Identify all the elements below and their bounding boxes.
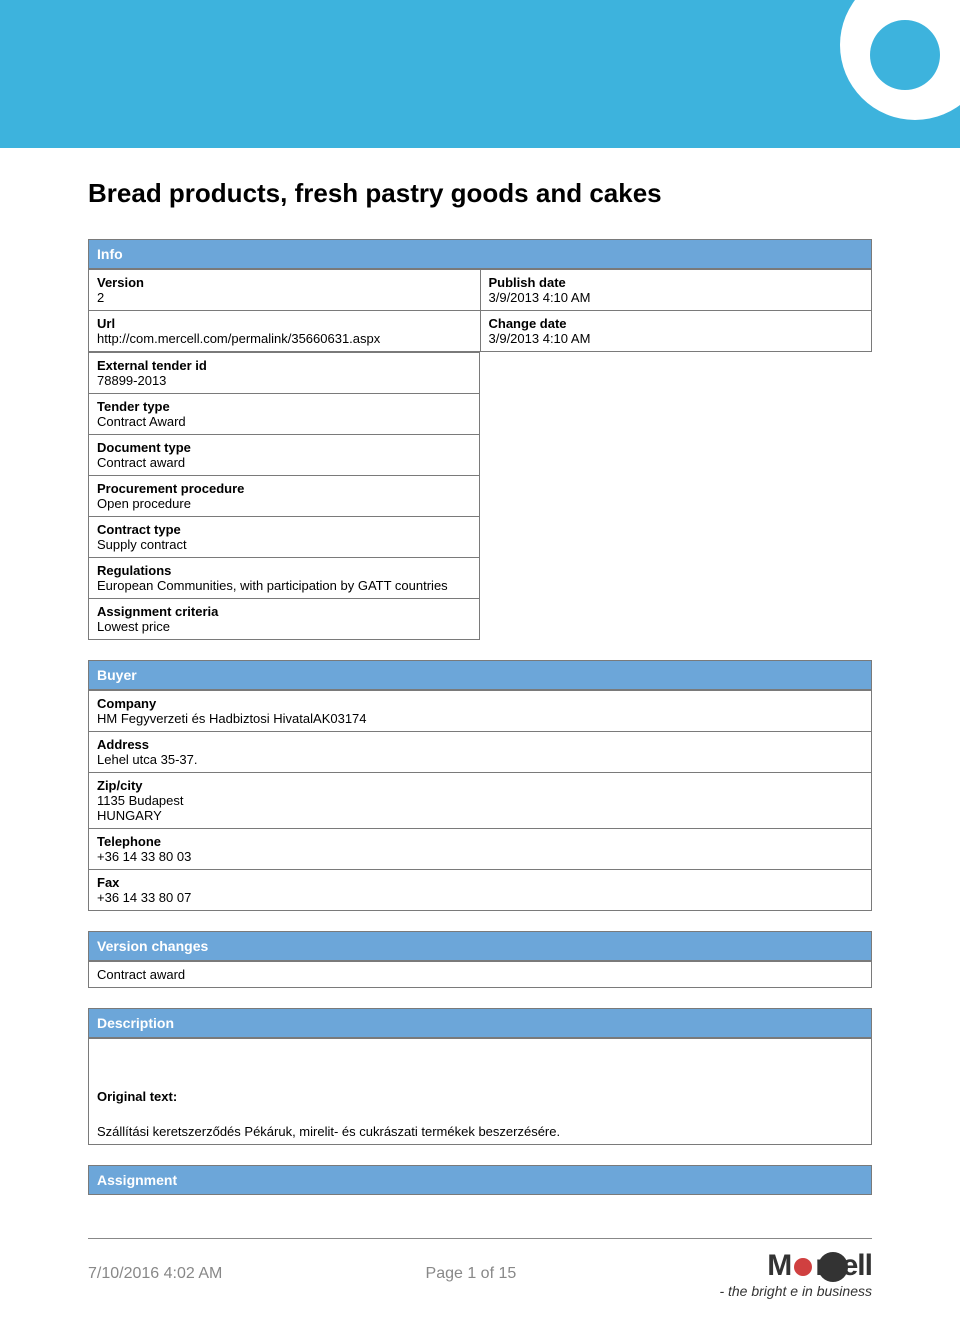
assignment-header: Assignment — [88, 1165, 872, 1195]
zipcity-value1: 1135 Budapest — [97, 793, 863, 808]
footer-timestamp: 7/10/2016 4:02 AM — [88, 1265, 222, 1283]
description-section: Description Original text: Szállítási ke… — [88, 1008, 872, 1145]
external-tender-id-value: 78899-2013 — [97, 373, 471, 388]
original-text-label: Original text: — [97, 1089, 863, 1104]
procurement-procedure-label: Procurement procedure — [97, 481, 471, 496]
document-type-label: Document type — [97, 440, 471, 455]
publish-date-label: Publish date — [489, 275, 864, 290]
publish-date-value: 3/9/2013 4:10 AM — [489, 290, 864, 305]
version-changes-header: Version changes — [88, 931, 872, 961]
address-label: Address — [97, 737, 863, 752]
version-label: Version — [97, 275, 472, 290]
version-value: 2 — [97, 290, 472, 305]
address-value: Lehel utca 35-37. — [97, 752, 863, 767]
version-changes-value: Contract award — [89, 962, 872, 988]
footer-logo-area: Mrcell - the bright e in business — [719, 1249, 872, 1299]
info-header: Info — [88, 239, 872, 269]
footer: 7/10/2016 4:02 AM Page 1 of 15 Mrcell - … — [88, 1238, 872, 1299]
external-tender-id-cell: External tender id 78899-2013 — [89, 353, 480, 394]
telephone-label: Telephone — [97, 834, 863, 849]
mercell-e-logo-top-inner — [870, 20, 940, 90]
assignment-criteria-label: Assignment criteria — [97, 604, 471, 619]
content-area: Bread products, fresh pastry goods and c… — [0, 178, 960, 1195]
contract-type-cell: Contract type Supply contract — [89, 517, 480, 558]
change-date-value: 3/9/2013 4:10 AM — [489, 331, 864, 346]
regulations-label: Regulations — [97, 563, 471, 578]
version-changes-section: Version changes Contract award — [88, 931, 872, 988]
company-value: HM Fegyverzeti és Hadbiztosi HivatalAK03… — [97, 711, 863, 726]
zipcity-cell: Zip/city 1135 Budapest HUNGARY — [89, 773, 872, 829]
description-box: Original text: Szállítási keretszerződés… — [88, 1038, 872, 1145]
external-tender-id-label: External tender id — [97, 358, 471, 373]
change-date-label: Change date — [489, 316, 864, 331]
footer-rule — [88, 1238, 872, 1239]
url-value: http://com.mercell.com/permalink/3566063… — [97, 331, 472, 346]
assignment-criteria-value: Lowest price — [97, 619, 471, 634]
fax-value: +36 14 33 80 07 — [97, 890, 863, 905]
mercell-logo: Mrcell — [719, 1249, 872, 1283]
mercell-e-icon — [788, 1252, 818, 1282]
zipcity-label: Zip/city — [97, 778, 863, 793]
telephone-cell: Telephone +36 14 33 80 03 — [89, 829, 872, 870]
info-section: Info Version 2 Publish date 3/9/2013 4:1… — [88, 239, 872, 640]
buyer-header: Buyer — [88, 660, 872, 690]
fax-label: Fax — [97, 875, 863, 890]
zipcity-value2: HUNGARY — [97, 808, 863, 823]
regulations-cell: Regulations European Communities, with p… — [89, 558, 480, 599]
assignment-criteria-cell: Assignment criteria Lowest price — [89, 599, 480, 640]
description-header: Description — [88, 1008, 872, 1038]
contract-type-label: Contract type — [97, 522, 471, 537]
regulations-value: European Communities, with participation… — [97, 578, 471, 593]
footer-content: 7/10/2016 4:02 AM Page 1 of 15 Mrcell - … — [88, 1249, 872, 1299]
version-cell: Version 2 — [89, 270, 481, 311]
procurement-procedure-cell: Procurement procedure Open procedure — [89, 476, 480, 517]
contract-type-value: Supply contract — [97, 537, 471, 552]
fax-cell: Fax +36 14 33 80 07 — [89, 870, 872, 911]
version-changes-table: Contract award — [88, 961, 872, 988]
url-label: Url — [97, 316, 472, 331]
tender-type-cell: Tender type Contract Award — [89, 394, 480, 435]
header-banner — [0, 0, 960, 148]
assignment-section: Assignment — [88, 1165, 872, 1195]
page-title: Bread products, fresh pastry goods and c… — [88, 178, 872, 209]
address-cell: Address Lehel utca 35-37. — [89, 732, 872, 773]
document-type-cell: Document type Contract award — [89, 435, 480, 476]
info-table-lower: External tender id 78899-2013 Tender typ… — [88, 352, 480, 640]
telephone-value: +36 14 33 80 03 — [97, 849, 863, 864]
tender-type-value: Contract Award — [97, 414, 471, 429]
mercell-tagline: - the bright e in business — [719, 1283, 872, 1299]
change-date-cell: Change date 3/9/2013 4:10 AM — [480, 311, 872, 352]
buyer-table: Company HM Fegyverzeti és Hadbiztosi Hiv… — [88, 690, 872, 911]
buyer-section: Buyer Company HM Fegyverzeti és Hadbizto… — [88, 660, 872, 911]
info-table: Version 2 Publish date 3/9/2013 4:10 AM … — [88, 269, 872, 352]
company-label: Company — [97, 696, 863, 711]
document-type-value: Contract award — [97, 455, 471, 470]
procurement-procedure-value: Open procedure — [97, 496, 471, 511]
tender-type-label: Tender type — [97, 399, 471, 414]
publish-date-cell: Publish date 3/9/2013 4:10 AM — [480, 270, 872, 311]
original-text-value: Szállítási keretszerződés Pékáruk, mirel… — [97, 1124, 863, 1139]
url-cell: Url http://com.mercell.com/permalink/356… — [89, 311, 481, 352]
company-cell: Company HM Fegyverzeti és Hadbiztosi Hiv… — [89, 691, 872, 732]
footer-page: Page 1 of 15 — [426, 1265, 517, 1283]
